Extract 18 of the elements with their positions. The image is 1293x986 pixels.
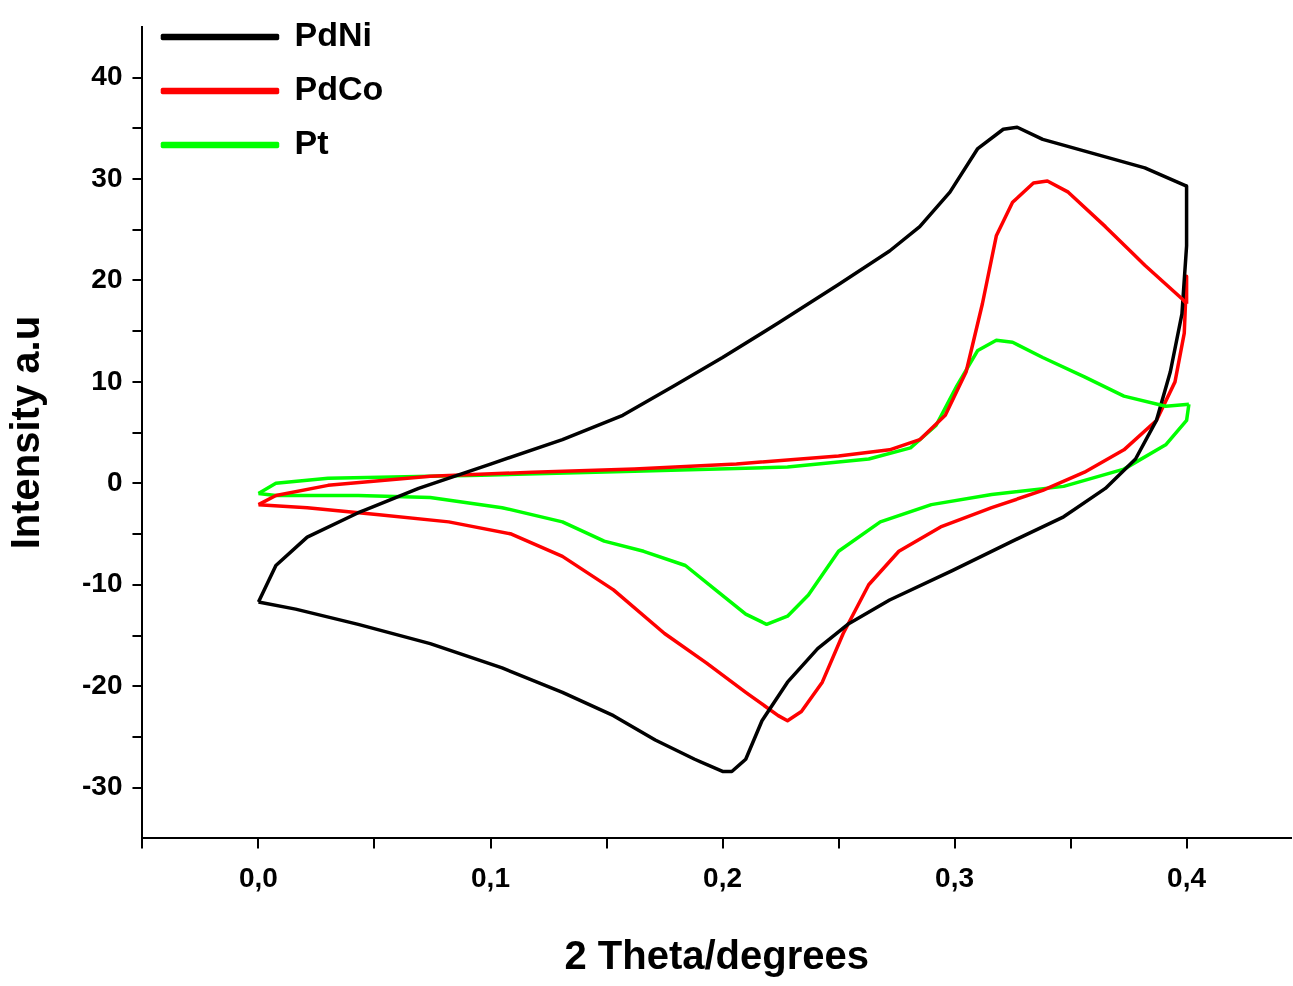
x-tick-label: 0,3 (935, 861, 975, 893)
x-tick-label: 0,4 (1167, 861, 1207, 893)
x-axis-title: 2 Theta/degrees (564, 933, 870, 978)
legend-label: Pt (294, 123, 329, 162)
x-tick-label: 0,1 (471, 861, 510, 893)
y-tick-label: 20 (91, 263, 123, 295)
y-axis-title: Intensity a.u (3, 315, 48, 550)
legend-label: PdCo (294, 69, 384, 108)
y-tick-label: -20 (82, 668, 123, 700)
y-tick-label: 10 (91, 364, 123, 396)
x-tick-label: 0,2 (703, 861, 742, 893)
y-tick-label: -30 (82, 770, 123, 802)
x-tick-label: 0,0 (239, 861, 278, 893)
y-tick-label: 30 (91, 161, 123, 193)
legend-label: PdNi (294, 15, 372, 54)
y-tick-label: 40 (91, 60, 123, 92)
y-tick-label: -10 (82, 567, 123, 599)
y-tick-label: 0 (106, 466, 123, 498)
